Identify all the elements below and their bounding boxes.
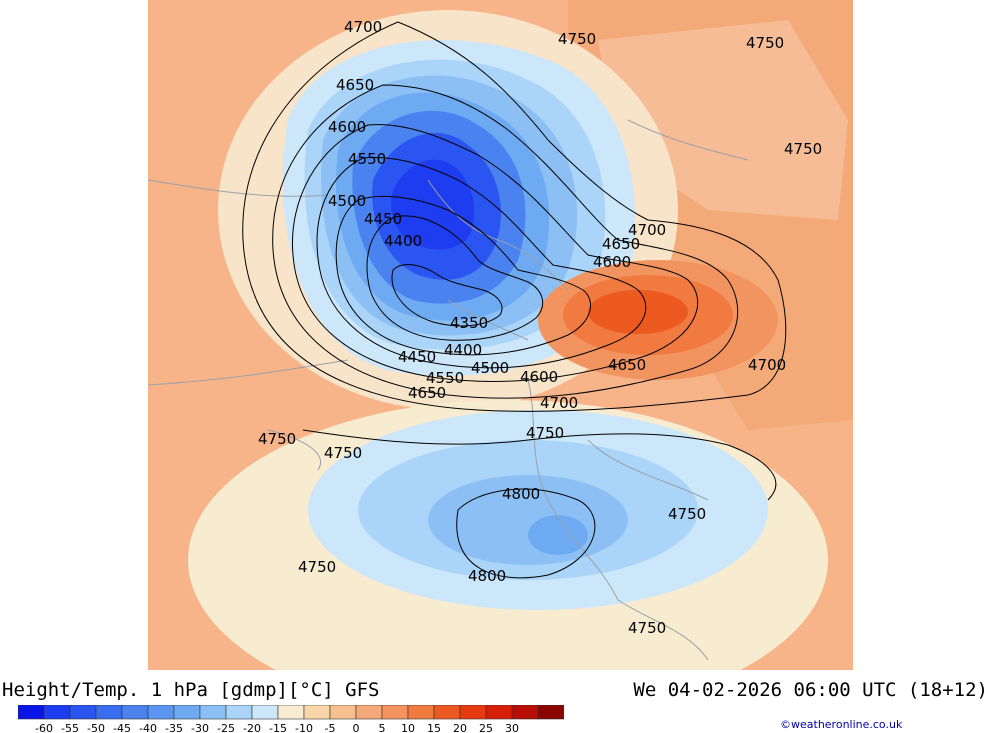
legend-swatch xyxy=(121,705,149,720)
legend-swatch xyxy=(407,705,435,720)
contour-label: 4650 xyxy=(608,356,646,374)
contour-label: 4550 xyxy=(348,150,386,168)
legend-swatch xyxy=(18,705,45,720)
contour-label: 4700 xyxy=(628,221,666,239)
legend-swatch xyxy=(173,705,201,720)
legend-tick-label: -55 xyxy=(61,722,79,733)
legend-tick-label: 20 xyxy=(453,722,467,733)
contour-label: 4750 xyxy=(784,140,822,158)
contour-label: 4750 xyxy=(746,34,784,52)
legend-tick-label: -45 xyxy=(113,722,131,733)
legend-tick-label: 15 xyxy=(427,722,441,733)
legend-tick-label: -40 xyxy=(139,722,157,733)
legend-swatch xyxy=(277,705,305,720)
contour-labels: 4700 4750 4750 4750 4650 4600 4550 4500 … xyxy=(258,18,822,637)
legend-tick-label: -60 xyxy=(35,722,53,733)
legend-tick-label: 30 xyxy=(505,722,519,733)
legend-tick-label: -50 xyxy=(87,722,105,733)
legend-tick-label: 0 xyxy=(353,722,360,733)
legend-swatch xyxy=(433,705,461,720)
contour-label: 4450 xyxy=(398,348,436,366)
legend-swatch xyxy=(43,705,71,720)
legend-swatch xyxy=(485,705,513,720)
contour-label: 4650 xyxy=(408,384,446,402)
contour-label: 4350 xyxy=(450,314,488,332)
contour-label: 4750 xyxy=(668,505,706,523)
height-contours xyxy=(242,21,787,579)
contour-label: 4700 xyxy=(540,394,578,412)
legend-swatch xyxy=(355,705,383,720)
legend-swatch xyxy=(147,705,175,720)
warm-pocket-core xyxy=(588,290,688,334)
coastlines xyxy=(148,119,749,661)
contour-label: 4750 xyxy=(558,30,596,48)
contour-label: 4800 xyxy=(468,567,506,585)
contour-label: 4800 xyxy=(502,485,540,503)
contour-label: 4600 xyxy=(520,368,558,386)
legend-swatch xyxy=(69,705,97,720)
legend-tick-label: -30 xyxy=(191,722,209,733)
legend-tick-label: -10 xyxy=(295,722,313,733)
map-title: Height/Temp. 1 hPa [gdmp][°C] GFS xyxy=(2,679,380,701)
contour-label: 4750 xyxy=(324,444,362,462)
contour-label: 4400 xyxy=(444,341,482,359)
contour-label: 4750 xyxy=(526,424,564,442)
contour-label: 4700 xyxy=(748,356,786,374)
legend-swatch xyxy=(329,705,357,720)
legend-swatch xyxy=(381,705,409,720)
legend-swatch xyxy=(511,705,539,720)
legend-tick-label: 5 xyxy=(379,722,386,733)
contour-label: 4650 xyxy=(602,235,640,253)
contour-label: 4750 xyxy=(628,619,666,637)
legend-tick-label: 10 xyxy=(401,722,415,733)
legend-tick-label: -25 xyxy=(217,722,235,733)
contour-label: 4600 xyxy=(328,118,366,136)
legend-swatch xyxy=(225,705,253,720)
legend-tick-label: -35 xyxy=(165,722,183,733)
legend-swatch xyxy=(303,705,331,720)
color-legend: -60 -55 -50 -45 -40 -35 -30 -25 -20 -15 -10 -5 0 5 10 1… xyxy=(18,705,564,733)
credit-link[interactable]: ©weatheronline.co.uk xyxy=(780,718,903,731)
legend-swatch xyxy=(537,705,564,720)
legend-tick-label: -15 xyxy=(269,722,287,733)
legend-tick-label: 25 xyxy=(479,722,493,733)
legend-swatch xyxy=(95,705,123,720)
contour-label: 4500 xyxy=(328,192,366,210)
contour-label: 4550 xyxy=(426,369,464,387)
legend-swatch xyxy=(251,705,279,720)
cold-pool-south-core xyxy=(528,515,588,555)
legend-tick-label: -20 xyxy=(243,722,261,733)
legend-swatch xyxy=(459,705,487,720)
contour-label: 4450 xyxy=(364,210,402,228)
legend-ticks: -60 -55 -50 -45 -40 -35 -30 -25 -20 -15 -10 -5 0 5 10 1… xyxy=(35,722,519,733)
weather-map: 4700 4750 4750 4750 4650 4600 4550 4500 … xyxy=(148,0,853,670)
legend-swatches xyxy=(18,705,564,720)
contour-label: 4500 xyxy=(471,359,509,377)
legend-tick-label: -5 xyxy=(325,722,336,733)
contour-label: 4650 xyxy=(336,76,374,94)
valid-time: We 04-02-2026 06:00 UTC (18+12) xyxy=(633,679,988,701)
contour-label: 4750 xyxy=(298,558,336,576)
contour-label: 4400 xyxy=(384,232,422,250)
contour-label: 4600 xyxy=(593,253,631,271)
contour-label: 4700 xyxy=(344,18,382,36)
legend-swatch xyxy=(199,705,227,720)
contour-label: 4750 xyxy=(258,430,296,448)
